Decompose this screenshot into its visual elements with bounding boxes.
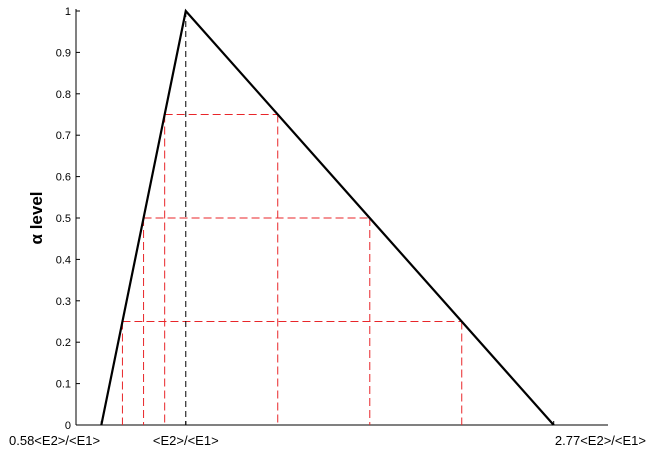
- x-tick-label: 0.58<E2>/<E1>: [9, 433, 100, 448]
- axes: [75, 9, 608, 426]
- x-axis-ticks: 0.58<E2>/<E1> <E2>/<E1> 2.77<E2>/<E1>: [9, 421, 646, 448]
- y-tick-label: 0: [65, 420, 71, 432]
- y-tick-label: 0.6: [56, 172, 71, 184]
- membership-function: [100, 8, 555, 426]
- y-tick-label: 0.7: [56, 130, 71, 142]
- y-axis-ticks: 0 0.1 0.2 0.3 0.4 0.5 0.6 0.7 0.8 0.9 1: [56, 6, 80, 432]
- y-tick-label: 0.2: [56, 337, 71, 349]
- y-tick-label: 0.4: [56, 254, 71, 266]
- series-line: [100, 8, 555, 426]
- y-axis-title: α level: [27, 192, 46, 245]
- x-tick-label: <E2>/<E1>: [153, 433, 219, 448]
- y-tick-label: 0.9: [56, 47, 71, 59]
- y-tick-label: 0.1: [56, 379, 71, 391]
- alpha-cut-lines: [121, 114, 463, 425]
- y-tick-label: 0.8: [56, 89, 71, 101]
- x-tick-label: 2.77<E2>/<E1>: [555, 433, 646, 448]
- y-tick-label: 0.5: [56, 213, 71, 225]
- y-tick-label: 0.3: [56, 296, 71, 308]
- y-tick-label: 1: [65, 6, 71, 18]
